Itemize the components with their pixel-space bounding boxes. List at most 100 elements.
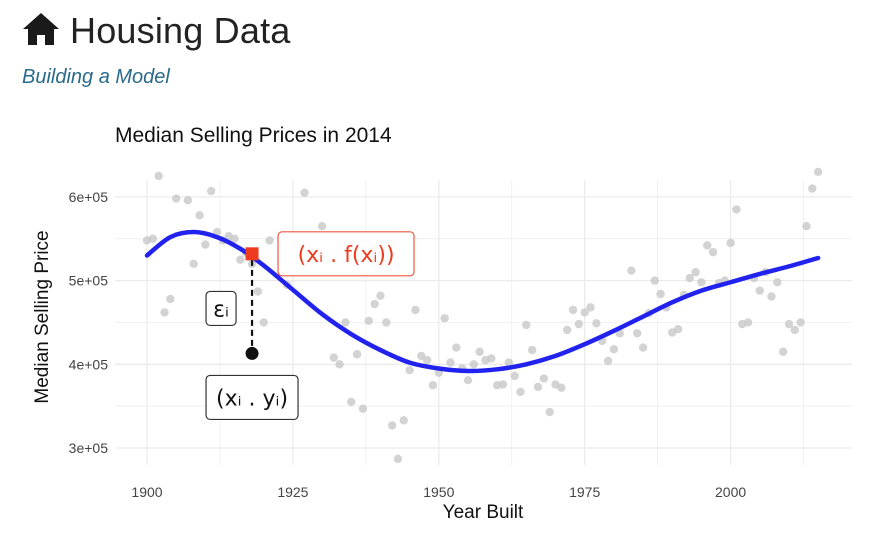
data-point <box>732 205 741 214</box>
data-point <box>259 318 268 327</box>
x-tick-label: 1950 <box>423 484 454 500</box>
data-point <box>627 266 636 275</box>
y-tick-label: 6e+05 <box>69 189 109 205</box>
data-point <box>726 238 735 248</box>
data-point <box>743 318 753 327</box>
data-point <box>469 360 479 369</box>
data-point <box>767 292 776 301</box>
data-point <box>586 303 595 312</box>
residual-label-text: εᵢ <box>213 297 229 322</box>
data-point <box>609 345 619 354</box>
data-point <box>347 397 356 407</box>
x-tick-label: 1925 <box>277 484 308 500</box>
fitted-label: (xᵢ . f(xᵢ)) <box>277 231 415 277</box>
house-icon <box>22 12 60 51</box>
data-point <box>504 358 514 367</box>
data-point <box>417 351 426 361</box>
data-point <box>428 381 438 390</box>
data-point <box>691 268 700 277</box>
data-point <box>685 273 694 283</box>
data-point <box>422 355 432 365</box>
data-point <box>236 255 245 264</box>
data-point <box>148 234 158 243</box>
data-point <box>160 308 169 317</box>
data-point <box>393 454 403 464</box>
chart-title: Median Selling Prices in 2014 <box>115 124 392 147</box>
x-axis-label: Year Built <box>443 502 524 523</box>
data-point <box>580 308 589 317</box>
data-point <box>452 343 461 352</box>
data-point <box>522 320 531 330</box>
x-tick-label: 1975 <box>569 484 600 500</box>
data-point <box>352 350 362 359</box>
data-point <box>813 167 823 176</box>
data-point <box>557 383 566 392</box>
fitted-point-marker <box>245 247 259 261</box>
data-point <box>673 324 683 334</box>
data-point <box>341 318 350 327</box>
page-title: Housing Data <box>70 10 291 51</box>
x-tick-label: 2000 <box>715 484 746 500</box>
page-header: Housing Data <box>22 10 291 52</box>
data-point <box>592 319 601 328</box>
data-point <box>574 319 584 329</box>
title-row: Housing Data <box>22 10 291 52</box>
data-point <box>166 294 175 304</box>
data-point <box>650 276 659 285</box>
data-point <box>603 356 613 366</box>
residual-label-box <box>205 290 237 327</box>
data-point <box>773 278 782 287</box>
data-point <box>697 278 706 287</box>
y-axis-label: Median Selling Price <box>32 230 53 403</box>
observed-label-box <box>205 374 299 421</box>
data-point <box>230 234 239 243</box>
data-point <box>638 343 648 352</box>
page-subtitle: Building a Model <box>22 66 170 88</box>
data-point <box>183 196 193 205</box>
scatter-points <box>142 167 823 464</box>
data-point <box>545 407 554 417</box>
data-point <box>411 305 420 315</box>
data-point <box>778 347 788 356</box>
data-point <box>633 329 642 338</box>
data-point <box>533 382 543 392</box>
data-point <box>399 416 408 425</box>
data-point <box>487 354 496 363</box>
data-point <box>329 353 338 362</box>
data-point <box>498 380 508 389</box>
data-point <box>475 347 484 356</box>
data-point <box>195 211 204 220</box>
data-point <box>376 291 385 300</box>
smooth-line <box>144 229 821 374</box>
data-point <box>463 376 473 385</box>
data-point <box>808 184 817 193</box>
y-tick-label: 3e+05 <box>69 440 109 456</box>
data-point <box>370 299 379 309</box>
data-point <box>154 171 163 181</box>
data-point <box>568 305 578 315</box>
data-point <box>656 289 665 299</box>
x-tick-label: 1900 <box>131 484 162 500</box>
y-tick-label: 4e+05 <box>69 356 109 372</box>
annotations: (xᵢ . f(xᵢ)) (xᵢ . yᵢ) εᵢ <box>205 231 415 421</box>
data-point <box>253 287 263 296</box>
data-point <box>335 360 344 369</box>
data-point <box>171 194 181 203</box>
data-point <box>440 314 449 323</box>
data-point <box>189 259 198 269</box>
observed-point-marker <box>245 346 259 360</box>
data-point <box>405 365 414 375</box>
data-point <box>300 188 309 197</box>
data-point <box>382 318 391 327</box>
fitted-label-box <box>277 231 415 277</box>
data-point <box>387 421 397 430</box>
data-point <box>802 221 811 231</box>
axis-ticks: 3e+05 4e+05 5e+05 6e+05 1900 1925 1950 1975 2000 <box>69 189 747 500</box>
data-point <box>539 374 549 383</box>
data-point <box>364 316 373 325</box>
data-point <box>755 286 764 295</box>
data-point <box>201 240 210 249</box>
y-tick-label: 5e+05 <box>69 273 109 289</box>
data-point <box>708 247 718 257</box>
